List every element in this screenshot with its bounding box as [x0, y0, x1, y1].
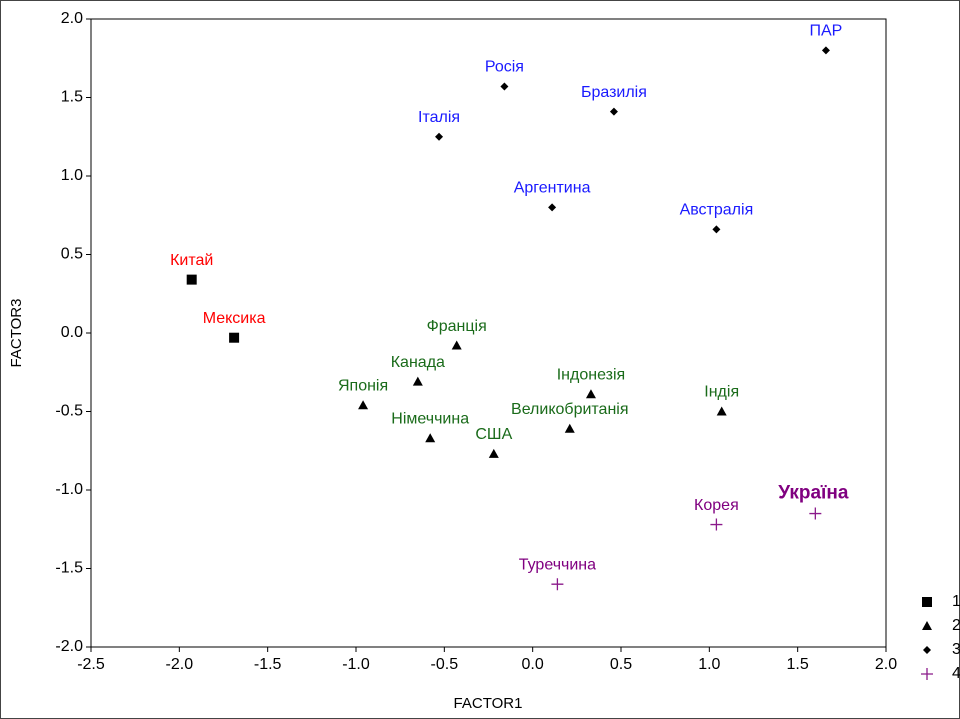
point	[712, 225, 721, 234]
y-tick-label: 1.0	[61, 167, 83, 184]
point	[186, 274, 197, 285]
point	[551, 578, 564, 591]
point-label: Мексика	[203, 310, 266, 327]
x-tick-label: 2.0	[875, 656, 897, 673]
point	[710, 518, 723, 531]
point	[716, 406, 727, 416]
x-tick-label: 1.0	[698, 656, 720, 673]
x-tick-label: -1.0	[342, 656, 370, 673]
x-tick-label: 0.0	[522, 656, 544, 673]
y-tick-label: -0.5	[55, 403, 83, 420]
point-label: Франція	[427, 318, 487, 335]
point	[412, 376, 423, 386]
point-label: Туреччина	[519, 556, 596, 573]
point-label: Великобританія	[511, 401, 629, 418]
y-tick-label: 0.5	[61, 246, 83, 263]
x-tick-label: 1.5	[787, 656, 809, 673]
point	[548, 203, 557, 212]
point-label: США	[475, 426, 512, 443]
point	[488, 448, 499, 458]
x-axis-title: FACTOR1	[454, 695, 523, 712]
point-label: Індія	[704, 384, 739, 401]
x-tick-label: 0.5	[610, 656, 632, 673]
point-label: Росія	[485, 59, 524, 76]
x-tick-label: -2.5	[77, 656, 105, 673]
point	[585, 389, 596, 399]
point	[358, 400, 369, 410]
y-tick-label: -2.0	[55, 638, 83, 655]
point-label: Австралія	[680, 202, 754, 219]
point	[229, 332, 240, 343]
legend-marker	[923, 646, 931, 654]
y-tick-label: -1.0	[55, 481, 83, 498]
x-tick-label: -2.0	[166, 656, 194, 673]
point-label: ПАР	[810, 23, 843, 40]
point-label: Італія	[418, 109, 460, 126]
y-tick-label: 1.5	[61, 89, 83, 106]
point	[500, 82, 509, 91]
y-axis-title: FACTOR3	[8, 299, 25, 368]
point-label: Корея	[694, 497, 739, 514]
point	[821, 46, 830, 55]
point-label: Україна	[778, 483, 849, 504]
legend-label: 2	[952, 617, 960, 634]
legend-marker	[922, 621, 932, 630]
point-label: Китай	[170, 252, 213, 269]
point-label: Індонезія	[557, 366, 625, 383]
point	[609, 107, 618, 116]
point-label: Аргентина	[514, 180, 591, 197]
point	[564, 423, 575, 433]
y-tick-label: 2.0	[61, 10, 83, 27]
legend-label: 1	[952, 593, 960, 610]
legend-marker	[921, 668, 933, 680]
x-tick-label: -1.5	[254, 656, 282, 673]
legend-marker	[922, 597, 932, 607]
y-tick-label: -1.5	[55, 560, 83, 577]
point-label: Німеччина	[391, 410, 469, 427]
point	[435, 132, 444, 141]
point	[809, 507, 822, 520]
point-label: Бразилія	[581, 84, 647, 101]
point-label: Канада	[391, 354, 445, 371]
point-label: Японія	[338, 377, 388, 394]
x-tick-label: -0.5	[431, 656, 459, 673]
point	[425, 433, 436, 443]
legend-label: 3	[952, 641, 960, 658]
legend-label: 4	[952, 665, 960, 682]
y-tick-label: 0.0	[61, 324, 83, 341]
point	[451, 340, 462, 350]
